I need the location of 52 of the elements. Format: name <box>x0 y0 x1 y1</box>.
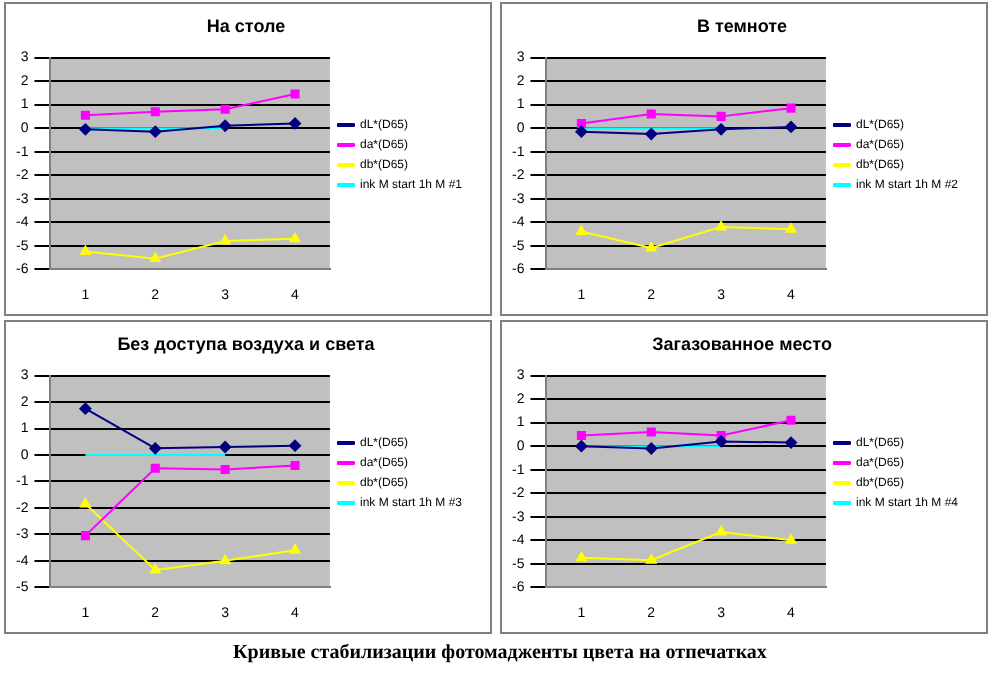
point <box>645 128 658 141</box>
point <box>289 232 301 243</box>
point <box>289 439 302 452</box>
point <box>149 564 161 574</box>
point <box>785 223 797 233</box>
point <box>785 436 798 449</box>
chart-title: Без доступа воздуха и света <box>117 333 377 354</box>
point <box>80 245 91 256</box>
point <box>219 234 231 245</box>
point <box>715 435 728 448</box>
point <box>786 103 796 113</box>
point <box>220 464 230 475</box>
point <box>576 431 586 441</box>
point <box>645 442 658 455</box>
chart-title: Загазованное место <box>652 333 833 354</box>
point <box>646 109 656 119</box>
point <box>80 531 90 541</box>
point <box>646 427 656 437</box>
point <box>575 125 588 138</box>
point <box>80 110 90 120</box>
point <box>576 118 586 128</box>
text: Кривые стабилизации фотомадженты цвета на отпечатках <box>233 642 767 664</box>
point <box>576 225 587 236</box>
point <box>150 463 160 473</box>
point <box>289 117 302 130</box>
point <box>150 107 160 117</box>
point <box>290 460 300 471</box>
point <box>715 525 727 536</box>
point <box>575 440 588 453</box>
point <box>79 123 92 136</box>
point <box>220 104 230 114</box>
point <box>716 111 726 121</box>
point <box>785 534 797 544</box>
point <box>290 89 300 99</box>
point <box>715 123 728 136</box>
chart-title: На столе <box>206 15 286 36</box>
point <box>785 120 798 133</box>
point <box>645 242 657 252</box>
chart-title: В темноте <box>696 15 788 36</box>
point <box>149 125 162 138</box>
point <box>576 551 587 562</box>
point <box>645 554 657 564</box>
point <box>219 119 232 132</box>
point <box>219 554 231 565</box>
point <box>149 252 161 263</box>
point <box>786 415 796 425</box>
point <box>219 441 232 454</box>
point <box>289 544 301 554</box>
point <box>149 442 162 455</box>
point <box>79 402 92 415</box>
point <box>80 497 91 508</box>
point <box>715 220 727 231</box>
